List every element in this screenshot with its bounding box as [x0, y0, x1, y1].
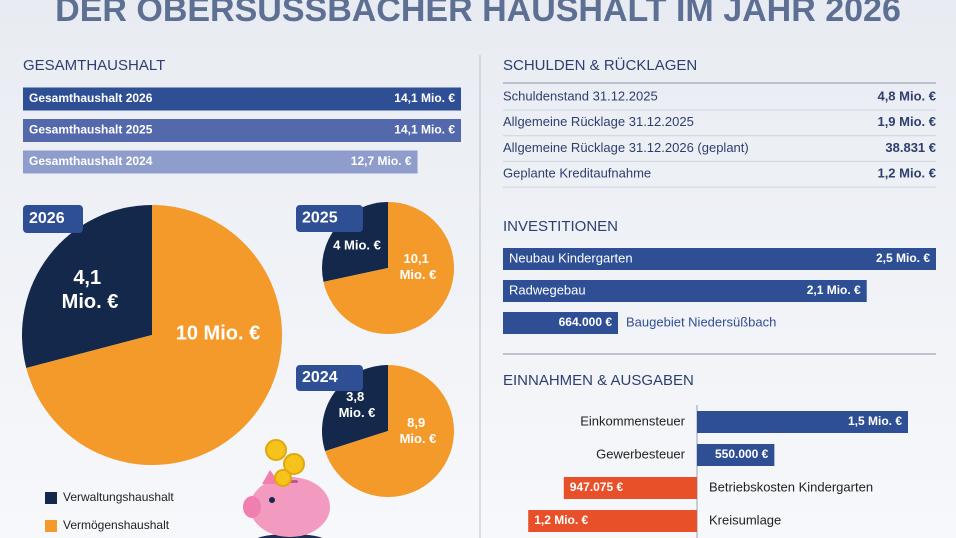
year-tag	[296, 205, 363, 232]
bar-label: Baugebiet Niedersüßbach	[626, 314, 776, 329]
bar	[503, 312, 619, 334]
row-value: 4,8 Mio. €	[877, 88, 936, 103]
pie-slice	[21, 205, 152, 368]
pie-slice	[322, 202, 388, 282]
row-label: Allgemeine Rücklage 31.12.2025	[503, 114, 694, 129]
pie-title: 2025	[302, 210, 338, 227]
pie-title: 2026	[29, 210, 65, 227]
value-label: 1,5 Mio. €	[848, 414, 902, 428]
row-label: Geplante Kreditaufnahme	[503, 166, 651, 181]
pie-slice	[325, 365, 454, 497]
bar	[23, 150, 418, 174]
bar	[23, 119, 461, 142]
value-label: 4 Mio. €	[333, 237, 381, 252]
bar	[503, 248, 936, 270]
bar-label: Gesamthaushalt 2025	[29, 123, 153, 137]
bar	[563, 477, 697, 499]
legend-swatch	[45, 520, 57, 532]
piggy-bank	[243, 439, 330, 538]
bar	[697, 444, 775, 466]
value-label: 550.000 €	[715, 447, 769, 461]
section-title: GESAMTHAUSHALT	[23, 57, 165, 74]
bar-label: Betriebskosten Kindergarten	[709, 479, 873, 494]
pie-slice	[26, 205, 283, 465]
bar-label: Einkommensteuer	[580, 413, 685, 428]
year-tag	[23, 205, 83, 233]
legend-label: Verwaltungshaushalt	[63, 490, 174, 504]
year-tag	[296, 365, 363, 391]
legend-swatch	[45, 492, 57, 504]
row-value: 1,2 Mio. €	[877, 166, 936, 181]
section-title: SCHULDEN & RÜCKLAGEN	[503, 56, 697, 74]
bar-label: Gewerbesteuer	[596, 446, 686, 461]
value-label: 12,7 Mio. €	[351, 154, 412, 168]
pie-title: 2024	[302, 369, 338, 386]
value-label: 14,1 Mio. €	[394, 91, 455, 105]
value-label: 2,5 Mio. €	[876, 251, 930, 265]
pie-slice	[322, 365, 388, 452]
value-label: 10 Mio. €	[176, 322, 260, 344]
value-label: 3,8 Mio. €	[339, 390, 376, 421]
legend-label: Vermögenshaushalt	[63, 518, 170, 532]
value-label: 1,2 Mio. €	[534, 513, 588, 527]
bar-label: Neubau Kindergarten	[509, 250, 633, 265]
bar	[528, 510, 697, 532]
bar-label: Gesamthaushalt 2024	[29, 154, 153, 168]
row-value: 1,9 Mio. €	[877, 114, 936, 129]
bar	[23, 87, 461, 111]
row-label: Allgemeine Rücklage 31.12.2026 (geplant)	[503, 140, 749, 155]
value-label: 947.075 €	[570, 480, 624, 494]
section-title: INVESTITIONEN	[503, 218, 618, 235]
value-label: 664.000 €	[559, 315, 613, 329]
value-label: 4,1 Mio. €	[62, 267, 119, 313]
row-label: Schuldenstand 31.12.2025	[503, 88, 658, 103]
section-title: EINNAHMEN & AUSGABEN	[503, 372, 694, 389]
value-label: 2,1 Mio. €	[807, 283, 861, 297]
bar-label: Gesamthaushalt 2026	[29, 91, 153, 105]
bar	[697, 411, 908, 433]
page-title: DER OBERSÜSSBACHER HAUSHALT IM JAHR 2026	[55, 0, 901, 29]
bar-label: Kreisumlage	[709, 512, 781, 527]
bar-label: Radwegebau	[509, 282, 586, 297]
row-value: 38.831 €	[885, 140, 936, 155]
value-label: 14,1 Mio. €	[394, 123, 455, 137]
value-label: 8,9 Mio. €	[400, 416, 437, 447]
value-label: 10,1 Mio. €	[400, 252, 437, 283]
pie-slice	[323, 202, 454, 334]
bar	[503, 280, 867, 302]
